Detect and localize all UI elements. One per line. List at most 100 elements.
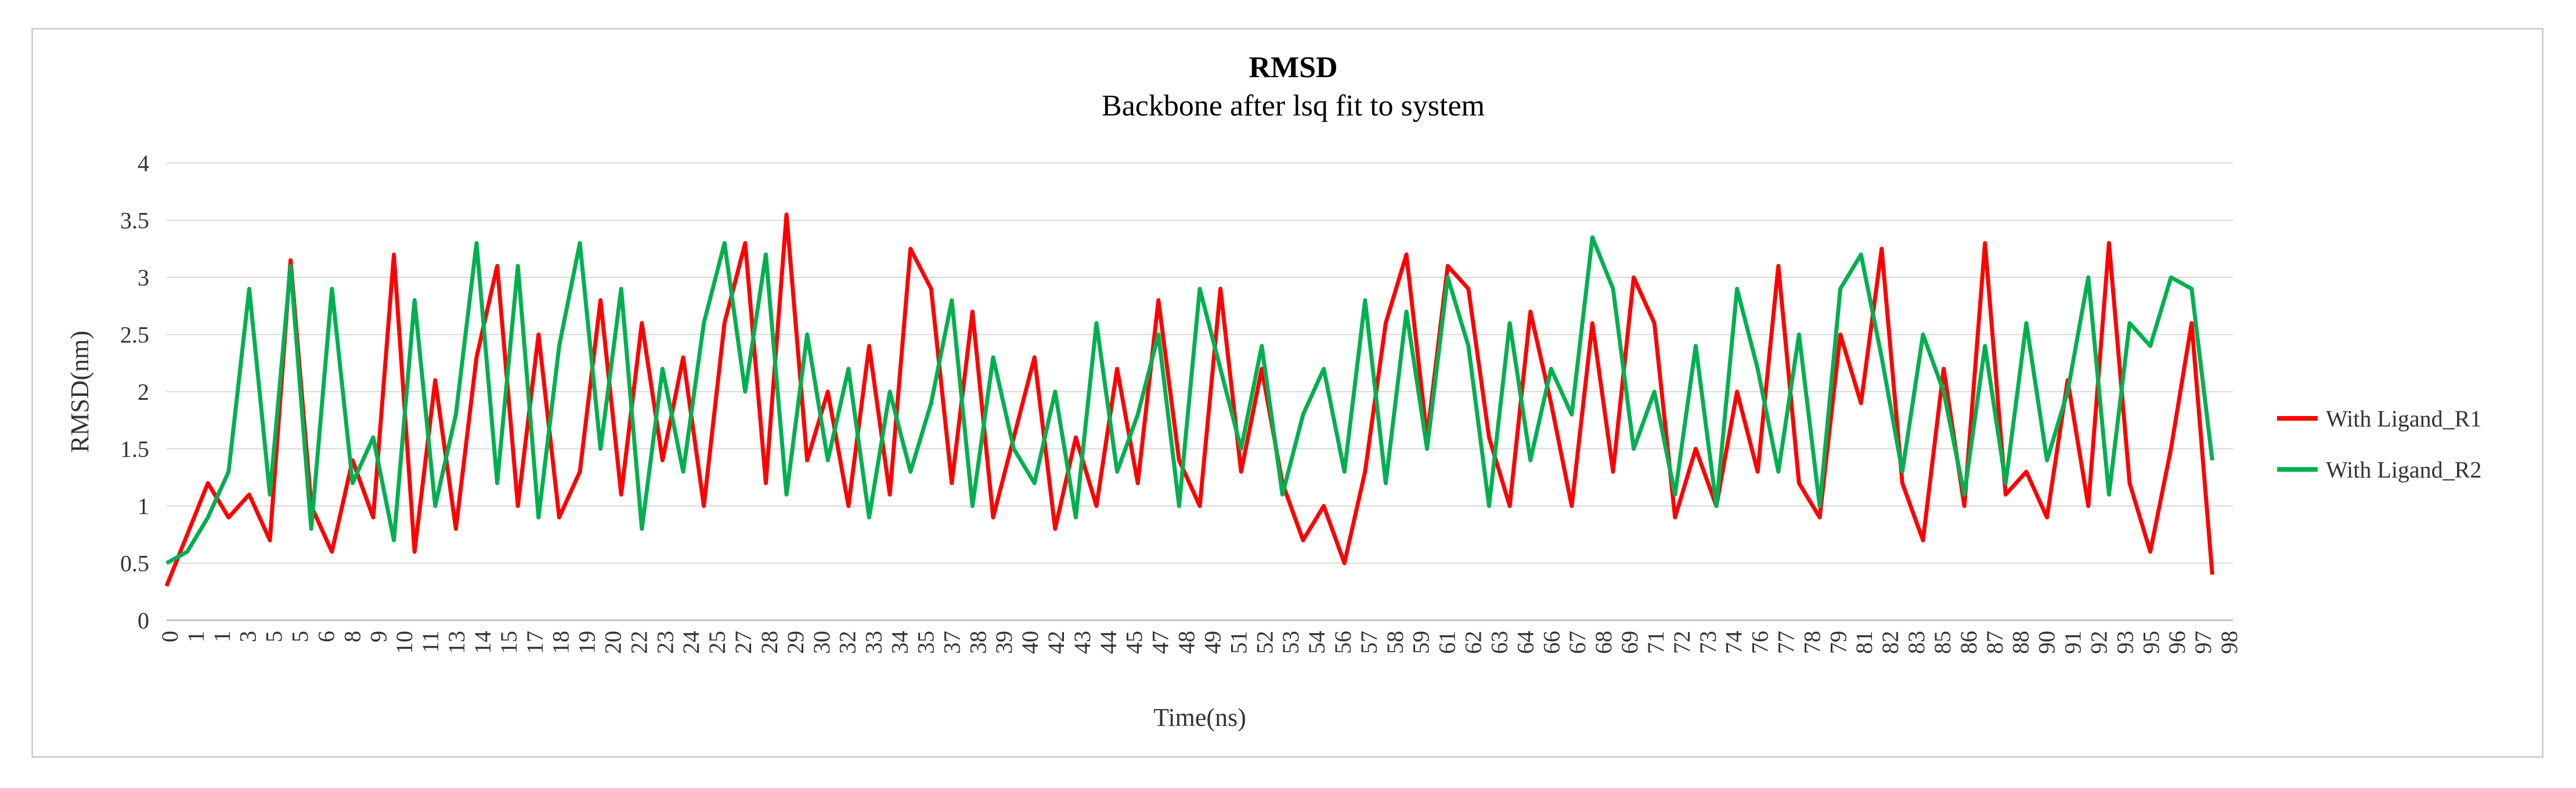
x-tick-label: 59 xyxy=(1408,631,1434,654)
x-tick-label: 6 xyxy=(313,631,339,642)
chart-title: RMSD xyxy=(1249,51,1337,84)
x-tick-label: 68 xyxy=(1590,631,1617,654)
x-tick-label: 51 xyxy=(1225,631,1251,654)
y-tick-label: 3.5 xyxy=(120,208,149,234)
y-tick-label: 2 xyxy=(138,379,149,405)
x-tick-label: 61 xyxy=(1434,631,1460,654)
y-tick-label: 2.5 xyxy=(120,322,149,348)
x-tick-label: 86 xyxy=(1956,631,1982,654)
legend: With Ligand_R1 With Ligand_R2 xyxy=(2277,406,2481,483)
x-tick-label: 76 xyxy=(1747,631,1773,654)
x-tick-label: 42 xyxy=(1043,631,1069,654)
x-tick-label: 63 xyxy=(1486,631,1512,654)
x-tick-label: 33 xyxy=(861,631,887,654)
x-tick-label: 0 xyxy=(157,631,183,642)
x-tick-label: 37 xyxy=(939,631,965,654)
x-tick-label: 30 xyxy=(809,631,835,654)
x-tick-label: 48 xyxy=(1174,631,1200,654)
x-tick-label: 1 xyxy=(183,631,209,642)
x-tick-label: 27 xyxy=(730,631,756,654)
y-axis-ticks: 0 0.5 1 1.5 2 2.5 3 3.5 4 xyxy=(120,150,149,634)
y-tick-label: 4 xyxy=(138,150,149,176)
x-tick-label: 74 xyxy=(1721,631,1747,654)
x-tick-label: 54 xyxy=(1304,631,1330,654)
x-tick-label: 39 xyxy=(991,631,1017,654)
x-axis-label: Time(ns) xyxy=(1153,703,1246,732)
x-tick-label: 3 xyxy=(235,631,261,642)
x-tick-label: 18 xyxy=(548,631,574,654)
x-tick-label: 78 xyxy=(1799,631,1825,654)
x-tick-label: 45 xyxy=(1121,631,1148,654)
x-tick-label: 97 xyxy=(2190,631,2216,654)
x-tick-label: 49 xyxy=(1199,631,1225,654)
x-tick-label: 40 xyxy=(1017,631,1043,654)
series-layer xyxy=(164,212,2214,587)
x-tick-label: 23 xyxy=(652,631,678,654)
x-tick-label: 22 xyxy=(626,631,652,654)
legend-label: With Ligand_R2 xyxy=(2326,457,2481,483)
x-tick-label: 58 xyxy=(1382,631,1408,654)
y-tick-label: 1 xyxy=(138,493,149,519)
x-tick-label: 93 xyxy=(2112,631,2138,654)
x-tick-label: 13 xyxy=(443,631,470,654)
x-tick-label: 72 xyxy=(1669,631,1695,654)
x-tick-label: 90 xyxy=(2034,631,2060,654)
x-tick-label: 32 xyxy=(835,631,861,654)
x-tick-label: 77 xyxy=(1773,631,1799,654)
legend-label: With Ligand_R1 xyxy=(2326,406,2481,432)
x-tick-label: 81 xyxy=(1851,631,1877,654)
x-tick-label: 85 xyxy=(1929,631,1956,654)
rmsd-line-chart: RMSD Backbone after lsq fit to system 00… xyxy=(66,51,2481,732)
x-tick-label: 43 xyxy=(1069,631,1095,654)
x-tick-label: 56 xyxy=(1330,631,1356,654)
y-tick-label: 0.5 xyxy=(120,551,149,577)
x-tick-label: 29 xyxy=(782,631,809,654)
y-tick-label: 3 xyxy=(138,265,149,291)
x-tick-label: 11 xyxy=(417,631,443,653)
x-tick-label: 38 xyxy=(965,631,991,654)
x-tick-label: 92 xyxy=(2086,631,2112,654)
x-axis-ticks: 0 1 1 3 5 5 6 8 9 10 11 13 14 15 17 18 19 20 22 23 24 25 27 28 2… xyxy=(157,631,2242,654)
x-tick-label: 71 xyxy=(1643,631,1669,654)
x-tick-label: 24 xyxy=(678,631,704,654)
x-tick-label: 88 xyxy=(2008,631,2034,654)
x-tick-label: 66 xyxy=(1538,631,1564,654)
x-tick-label: 67 xyxy=(1564,631,1590,654)
x-tick-label: 96 xyxy=(2164,631,2190,654)
x-tick-label: 57 xyxy=(1356,631,1382,654)
x-tick-label: 83 xyxy=(1903,631,1929,654)
x-tick-label: 5 xyxy=(261,631,287,642)
x-tick-label: 15 xyxy=(496,631,522,654)
x-tick-label: 8 xyxy=(339,631,365,642)
x-tick-label: 19 xyxy=(574,631,600,654)
x-tick-label: 69 xyxy=(1617,631,1643,654)
x-tick-label: 34 xyxy=(887,631,913,654)
chart-subtitle: Backbone after lsq fit to system xyxy=(1102,89,1485,122)
series-line-2 xyxy=(165,235,2214,565)
x-tick-label: 20 xyxy=(600,631,626,654)
x-tick-label: 79 xyxy=(1825,631,1851,654)
x-tick-label: 91 xyxy=(2060,631,2086,654)
x-tick-label: 82 xyxy=(1877,631,1903,654)
y-tick-label: 0 xyxy=(138,608,149,634)
x-tick-label: 14 xyxy=(470,631,496,654)
x-tick-label: 47 xyxy=(1148,631,1174,654)
x-tick-label: 64 xyxy=(1512,631,1538,654)
x-tick-label: 28 xyxy=(756,631,782,654)
x-tick-label: 10 xyxy=(391,631,417,654)
x-tick-label: 25 xyxy=(704,631,730,654)
x-tick-label: 1 xyxy=(209,631,235,642)
x-tick-label: 35 xyxy=(912,631,939,654)
x-tick-label: 52 xyxy=(1251,631,1278,654)
x-tick-label: 53 xyxy=(1278,631,1304,654)
x-tick-label: 98 xyxy=(2216,631,2242,654)
y-axis-label: RMSD(nm) xyxy=(66,331,94,453)
y-tick-label: 1.5 xyxy=(120,436,149,462)
x-tick-label: 17 xyxy=(522,631,548,654)
x-tick-label: 87 xyxy=(1982,631,2008,654)
x-tick-label: 9 xyxy=(365,631,391,642)
x-tick-label: 62 xyxy=(1460,631,1487,654)
x-tick-label: 44 xyxy=(1095,631,1121,654)
x-tick-label: 73 xyxy=(1695,631,1721,654)
